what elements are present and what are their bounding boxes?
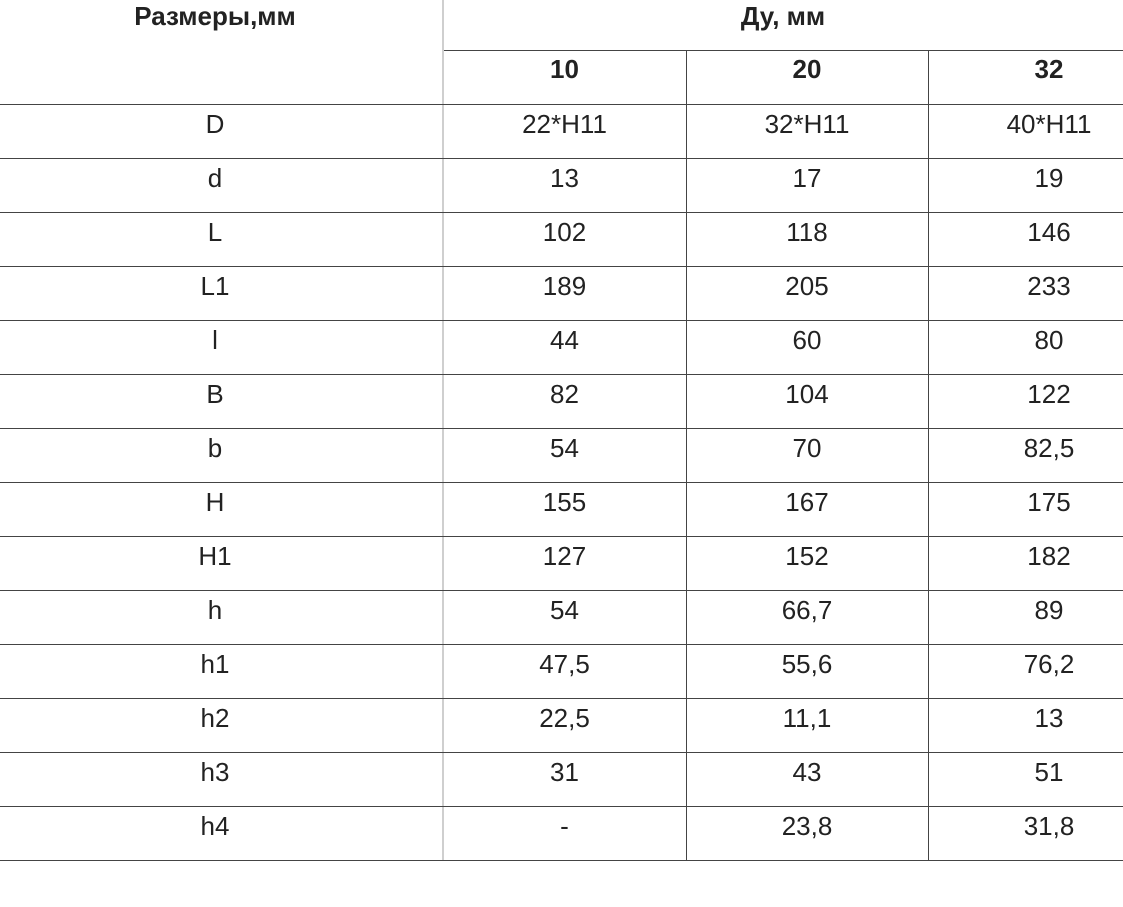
header-dimensions: Размеры,мм (134, 1, 296, 31)
row-label: h2 (200, 703, 230, 733)
table-cell: 182 (1027, 541, 1071, 571)
table-cell: 54 (550, 595, 579, 625)
row-label: H (205, 487, 225, 517)
divider (0, 590, 1123, 591)
divider (928, 50, 929, 860)
table-cell: 233 (1027, 271, 1071, 301)
table-cell: 127 (542, 541, 587, 571)
table-cell: - (560, 811, 569, 841)
table-cell: 40*H11 (1006, 109, 1092, 139)
table-cell: 22*H11 (522, 109, 607, 139)
row-label: h (207, 595, 223, 625)
table-cell: 44 (550, 325, 579, 355)
table-cell: 60 (792, 325, 822, 355)
table-cell: 11,1 (782, 703, 832, 733)
divider (0, 860, 1123, 861)
divider (0, 428, 1123, 429)
table-cell: 189 (542, 271, 587, 301)
table-cell: 89 (1034, 595, 1064, 625)
row-label: h4 (200, 811, 230, 841)
table-cell: 66,7 (781, 595, 833, 625)
header-du-20: 20 (792, 54, 822, 84)
divider (443, 50, 1123, 51)
row-label: d (207, 163, 223, 193)
row-label: B (206, 379, 224, 409)
table-cell: 47,5 (539, 649, 590, 679)
table-cell: 80 (1034, 325, 1064, 355)
table-cell: 167 (785, 487, 829, 517)
table-cell: 122 (1027, 379, 1071, 409)
divider (0, 266, 1123, 267)
header-du: Ду, мм (740, 1, 826, 31)
table-cell: 152 (785, 541, 829, 571)
table-cell: 205 (785, 271, 829, 301)
table-cell: 13 (550, 163, 579, 193)
table-cell: 104 (785, 379, 829, 409)
divider (0, 212, 1123, 213)
header-du-10: 10 (550, 54, 579, 84)
table-cell: 82 (550, 379, 579, 409)
row-label: h1 (200, 649, 230, 679)
table-cell: 43 (792, 757, 822, 787)
row-label: L1 (200, 271, 230, 301)
table-cell: 55,6 (781, 649, 833, 679)
table-cell: 175 (1027, 487, 1071, 517)
divider (0, 320, 1123, 321)
divider (0, 644, 1123, 645)
table-cell: 19 (1034, 163, 1064, 193)
row-label: h3 (200, 757, 230, 787)
divider (0, 536, 1123, 537)
table-cell: 54 (550, 433, 579, 463)
row-label: H1 (198, 541, 232, 571)
table-cell: 82,5 (1023, 433, 1075, 463)
table-cell: 17 (792, 163, 822, 193)
table-cell: 102 (542, 217, 587, 247)
header-du-32: 32 (1034, 54, 1064, 84)
divider (0, 806, 1123, 807)
table-cell: 31 (550, 757, 579, 787)
table-cell: 32*H11 (764, 109, 850, 139)
table-cell: 23,8 (781, 811, 833, 841)
table-cell: 118 (786, 217, 828, 247)
table-cell: 146 (1027, 217, 1071, 247)
table-cell: 13 (1034, 703, 1064, 733)
divider (0, 752, 1123, 753)
divider (686, 50, 687, 860)
row-label: l (212, 325, 218, 355)
row-label: L (207, 217, 223, 247)
row-label: b (207, 433, 223, 463)
table-cell: 22,5 (539, 703, 590, 733)
table-cell: 155 (542, 487, 587, 517)
table-cell: 76,2 (1023, 649, 1075, 679)
divider (0, 374, 1123, 375)
row-label: D (205, 109, 225, 139)
divider (0, 104, 1123, 105)
table-cell: 51 (1034, 757, 1064, 787)
table-cell: 31,8 (1023, 811, 1075, 841)
table-cell: 70 (792, 433, 822, 463)
divider (0, 482, 1123, 483)
divider (442, 0, 444, 860)
divider (0, 158, 1123, 159)
divider (0, 698, 1123, 699)
